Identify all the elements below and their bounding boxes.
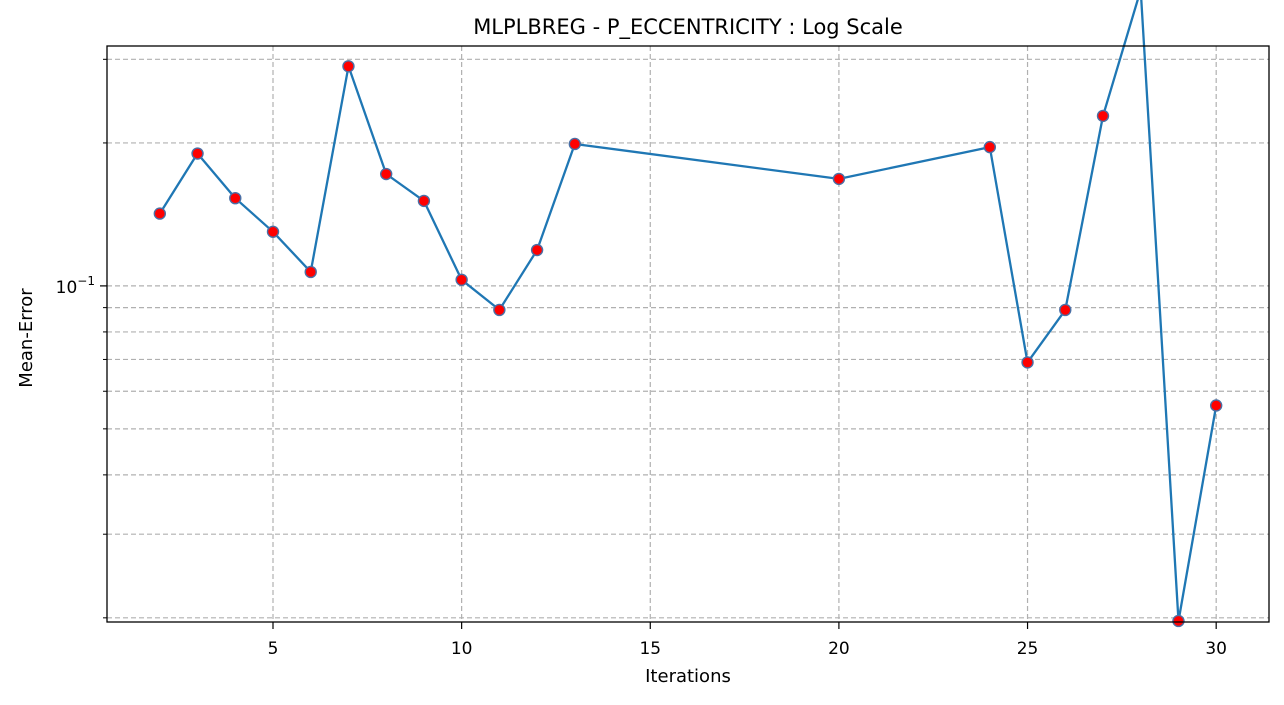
series-polyline	[158, 0, 1218, 623]
data-points	[153, 60, 1223, 628]
x-axis-ticks: 5 10 15 20 25 30	[268, 622, 1227, 659]
x-tick-label: 15	[639, 639, 661, 659]
data-point	[191, 147, 204, 160]
data-point	[1209, 399, 1223, 412]
data-point	[342, 60, 355, 73]
data-point	[568, 137, 582, 151]
x-tick-label: 30	[1205, 639, 1227, 659]
grid	[107, 46, 1269, 622]
data-point	[417, 194, 431, 208]
data-point	[266, 225, 280, 238]
data-point	[455, 273, 468, 286]
x-tick-label: 10	[451, 639, 473, 659]
data-point	[832, 172, 846, 186]
data-point	[229, 191, 242, 205]
data-point	[1021, 356, 1034, 369]
y-axis-label: Mean-Error	[16, 288, 37, 388]
plot-area-frame	[106, 45, 1270, 623]
x-tick-label: 5	[268, 639, 279, 659]
data-point	[493, 303, 506, 317]
series-line	[158, 0, 1218, 623]
y-tick-label-base: 10	[56, 278, 78, 298]
data-point	[153, 207, 167, 220]
y-tick-label-exponent: −1	[77, 274, 95, 288]
data-point	[379, 167, 393, 181]
data-point	[1172, 614, 1185, 628]
x-tick-label: 25	[1017, 639, 1039, 659]
data-point	[1059, 303, 1072, 317]
data-point	[983, 140, 997, 154]
x-tick-label: 20	[828, 639, 850, 659]
data-point	[304, 265, 317, 279]
data-point	[1096, 109, 1110, 123]
y-axis-ticks: 10−1	[56, 58, 107, 619]
x-axis-label: Iterations	[645, 666, 731, 687]
data-point	[530, 243, 544, 257]
chart-title: MLPLBREG - P_ECCENTRICITY : Log Scale	[473, 15, 903, 40]
y-tick-label: 10−1	[56, 274, 95, 298]
